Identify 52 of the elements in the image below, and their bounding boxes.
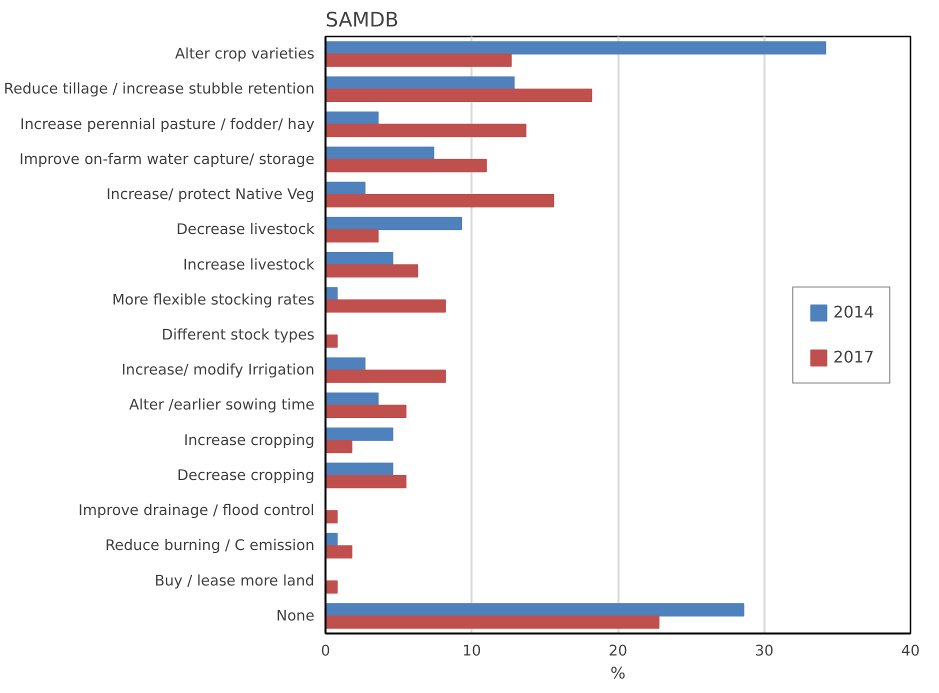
bar bbox=[326, 112, 379, 125]
y-tick-label: More flexible stocking rates bbox=[112, 291, 315, 308]
bar bbox=[326, 252, 394, 266]
y-tick-label: Increase/ modify Irrigation bbox=[121, 362, 315, 379]
y-tick-label: None bbox=[276, 607, 315, 624]
bar bbox=[326, 603, 744, 616]
legend-label: 2014 bbox=[833, 302, 874, 322]
bar bbox=[326, 474, 406, 488]
bar bbox=[326, 510, 338, 524]
x-axis-title: % bbox=[610, 664, 626, 682]
y-tick-label: Reduce burning / C emission bbox=[105, 537, 314, 554]
chart-title: SAMDB bbox=[326, 8, 399, 32]
bar bbox=[326, 404, 406, 418]
y-tick-label: Alter /earlier sowing time bbox=[129, 396, 315, 414]
y-tick-label: Increase livestock bbox=[183, 256, 316, 274]
x-tick-label: 40 bbox=[901, 642, 920, 660]
x-tick-label: 0 bbox=[320, 642, 330, 660]
bar bbox=[326, 428, 394, 441]
y-tick-label: Increase/ protect Native Veg bbox=[106, 186, 315, 204]
y-tick-label: Improve on-farm water capture/ storage bbox=[19, 150, 315, 168]
x-tick-label: 20 bbox=[608, 642, 628, 660]
bar bbox=[326, 88, 592, 102]
bar bbox=[326, 146, 434, 160]
bar bbox=[326, 41, 826, 55]
bar bbox=[326, 370, 446, 383]
bar bbox=[326, 124, 526, 138]
y-tick-label: Increase perennial pasture / fodder/ hay bbox=[20, 116, 315, 133]
x-tick-label: 10 bbox=[462, 642, 482, 660]
bar bbox=[326, 194, 554, 208]
y-tick-label: Increase cropping bbox=[184, 432, 315, 449]
bar bbox=[326, 264, 418, 278]
bar bbox=[326, 615, 660, 629]
bar bbox=[326, 158, 487, 172]
y-tick-label: Buy / lease more land bbox=[154, 572, 315, 590]
y-tick-label: Decrease livestock bbox=[176, 221, 316, 238]
y-tick-label: Different stock types bbox=[162, 326, 315, 344]
bar bbox=[326, 462, 394, 476]
bar bbox=[326, 229, 379, 242]
legend-label: 2017 bbox=[833, 348, 874, 366]
bar bbox=[326, 182, 366, 196]
bar bbox=[326, 54, 512, 67]
bar bbox=[326, 334, 338, 348]
bar bbox=[326, 216, 462, 230]
x-tick-label: 30 bbox=[754, 642, 774, 660]
y-tick-label: Alter crop varieties bbox=[175, 46, 315, 63]
bar bbox=[326, 545, 352, 558]
bar bbox=[326, 299, 446, 313]
bar bbox=[326, 440, 352, 454]
y-tick-label: Reduce tillage / increase stubble retention bbox=[4, 80, 315, 98]
y-tick-label: Decrease cropping bbox=[177, 466, 314, 484]
bar bbox=[326, 76, 515, 90]
y-tick-label: Improve drainage / flood control bbox=[78, 502, 315, 520]
